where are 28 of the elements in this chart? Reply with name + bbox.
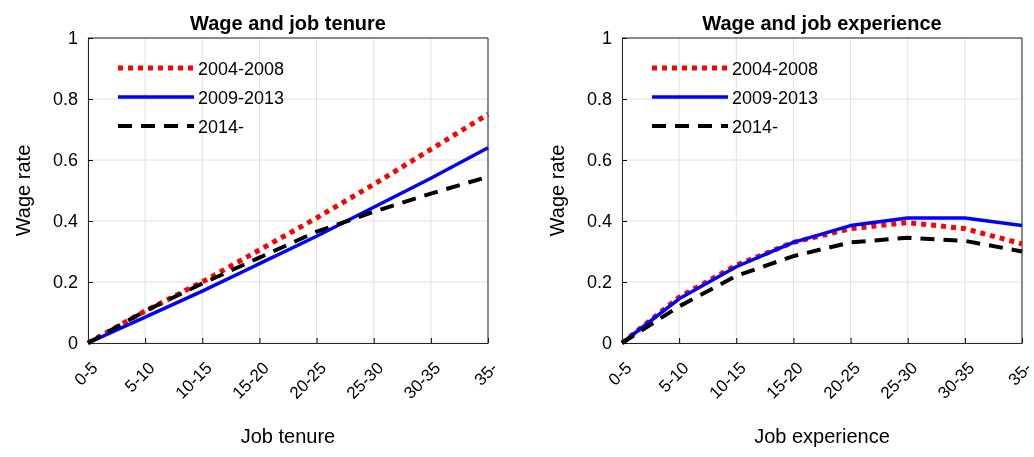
legend-label: 2009-2013 (198, 88, 285, 108)
x-axis-title: Job experience (754, 425, 890, 447)
y-tick-label: 1 (601, 28, 612, 49)
y-tick-label: 0.2 (52, 272, 78, 293)
legend-label: 2009-2013 (732, 88, 819, 108)
x-axis-title: Job tenure (240, 425, 336, 447)
y-tick-label: 0.2 (586, 272, 612, 293)
legend-label: 2004-2008 (732, 59, 819, 79)
y-tick-label: 1 (67, 28, 78, 49)
y-axis-title: Wage rate (546, 144, 568, 237)
y-tick-label: 0.6 (586, 150, 612, 171)
x-tick-label: 35- (1004, 358, 1034, 390)
y-tick-label: 0 (67, 333, 78, 354)
legend-label: 2014- (732, 117, 779, 137)
legend-label: 2004-2008 (198, 59, 285, 79)
legend-label: 2014- (198, 117, 245, 137)
y-tick-label: 0.6 (52, 150, 78, 171)
y-tick-label: 0.8 (586, 89, 612, 110)
y-tick-label: 0.4 (52, 211, 78, 232)
x-tick-label: 0-5 (70, 358, 102, 390)
y-axis-title: Wage rate (12, 144, 34, 237)
chart-title: Wage and job tenure (190, 12, 386, 34)
y-tick-label: 0 (601, 333, 612, 354)
y-tick-label: 0.4 (586, 211, 612, 232)
x-tick-label: 35- (470, 358, 502, 390)
y-tick-label: 0.8 (52, 89, 78, 110)
x-tick-label: 0-5 (604, 358, 636, 390)
chart-title: Wage and job experience (702, 12, 942, 34)
